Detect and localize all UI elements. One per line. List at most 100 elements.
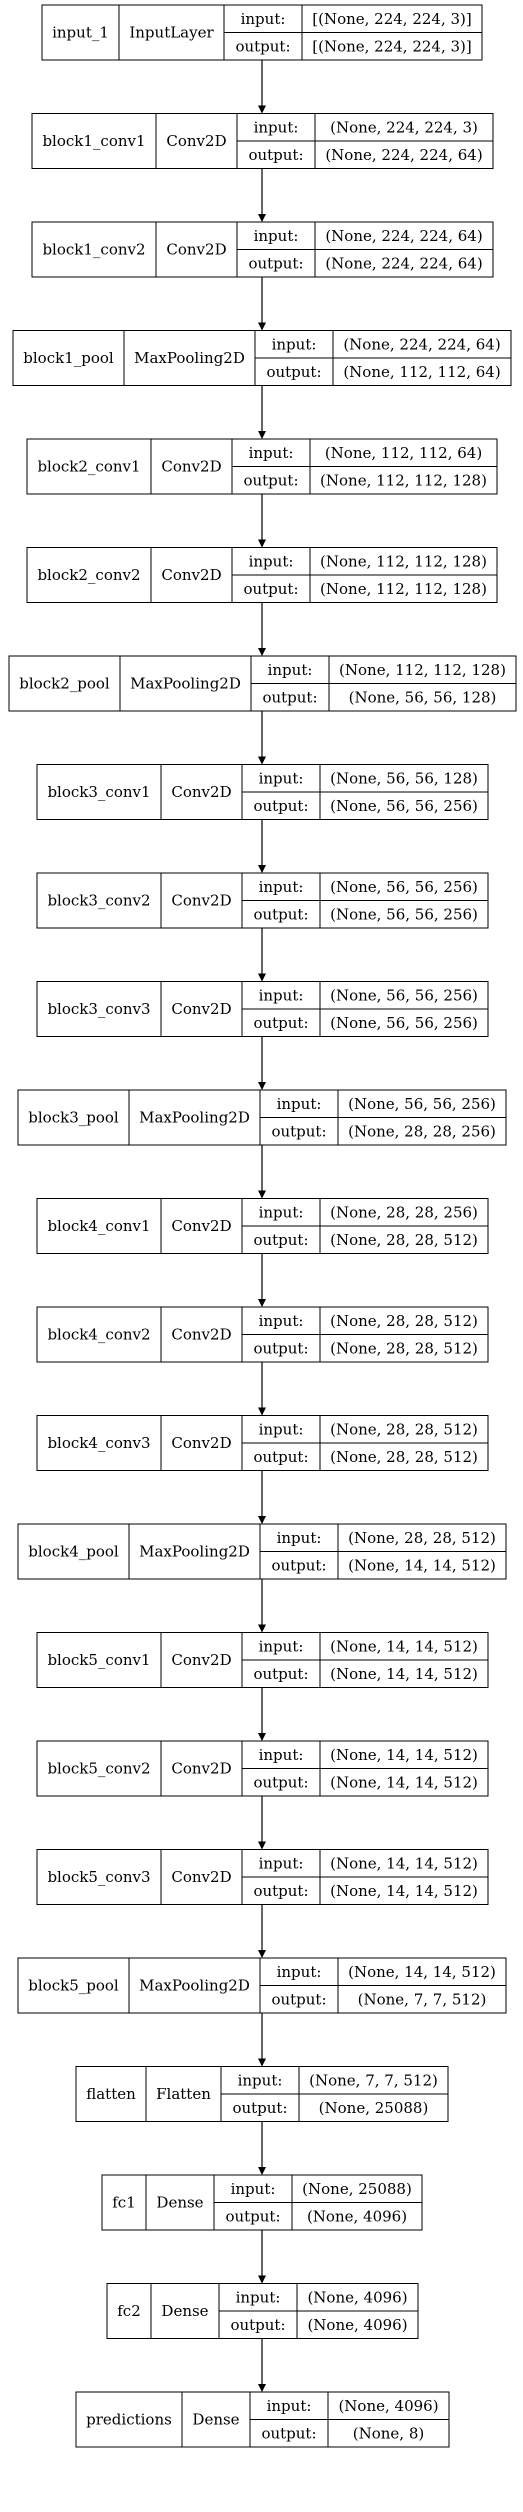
layer-type: Conv2D (171, 1760, 231, 1778)
output-label: output: (248, 254, 303, 272)
layer-type: MaxPooling2D (139, 1977, 250, 1995)
nodes-layer: input_1 InputLayer input: output: [(None, 22… (8, 4, 517, 2448)
input-shape: (None, 112, 112, 64) (325, 444, 482, 462)
layer-name: flatten (86, 2085, 136, 2103)
input-label: input: (236, 2288, 281, 2306)
layer-name: block1_pool (23, 349, 114, 367)
layer-name: block5_conv2 (47, 1760, 150, 1778)
layer-type: MaxPooling2D (130, 675, 241, 693)
output-shape: (None, 56, 56, 128) (349, 688, 497, 706)
input-shape: (None, 112, 112, 128) (320, 552, 487, 570)
output-shape: (None, 224, 224, 64) (325, 254, 482, 272)
input-label: input: (268, 661, 313, 679)
layer-node-block3-conv3: block3_conv3 Conv2D input: output: (None, 56… (36, 981, 489, 1037)
input-label: input: (267, 2397, 312, 2415)
layer-node-block1-conv2: block1_conv2 Conv2D input: output: (None, 22… (31, 221, 494, 278)
input-label: input: (238, 2071, 283, 2089)
input-shape: (None, 14, 14, 512) (330, 1637, 478, 1655)
input-label: input: (254, 118, 299, 136)
input-label: input: (259, 986, 304, 1004)
input-shape: (None, 224, 224, 64) (325, 227, 482, 245)
layer-node-block3-conv2: block3_conv2 Conv2D input: output: (None, 56… (36, 872, 489, 929)
layer-node-flatten: flatten Flatten input: output: (None, 7, 7, … (75, 2066, 449, 2122)
output-label: output: (271, 1990, 326, 2008)
layer-node-block4-conv2: block4_conv2 Conv2D input: output: (None, 28… (36, 1306, 489, 1363)
output-label: output: (271, 1556, 326, 1574)
layer-type: MaxPooling2D (139, 1109, 250, 1127)
layer-node-block2-conv2: block2_conv2 Conv2D input: output: (None, 11… (26, 547, 498, 603)
input-label: input: (254, 227, 299, 245)
output-label: output: (262, 688, 317, 706)
output-label: output: (253, 905, 308, 923)
input-shape: (None, 56, 56, 256) (330, 878, 478, 896)
layer-name: block5_conv3 (47, 1868, 150, 1886)
output-shape: (None, 25088) (319, 2099, 429, 2117)
layer-name: block3_conv1 (47, 783, 150, 801)
output-shape: (None, 4096) (307, 2207, 407, 2225)
output-shape: (None, 28, 28, 512) (330, 1231, 478, 1249)
layer-node-block2-pool: block2_pool MaxPooling2D input: output: (Non… (8, 655, 517, 712)
output-label: output: (232, 2099, 287, 2117)
input-label: input: (277, 1529, 322, 1547)
output-label: output: (243, 580, 298, 598)
input-shape: (None, 224, 224, 3) (330, 118, 478, 136)
input-label: input: (259, 878, 304, 896)
layer-name: block2_conv2 (37, 566, 140, 584)
layer-node-fc2: fc2 Dense input: output: (None, 4096) (None, … (106, 2283, 419, 2339)
input-shape: (None, 14, 14, 512) (330, 1854, 478, 1872)
input-shape: (None, 56, 56, 256) (348, 1095, 496, 1113)
output-shape: (None, 112, 112, 128) (320, 471, 487, 489)
layer-type: Conv2D (171, 1651, 231, 1669)
output-shape: (None, 28, 28, 512) (330, 1448, 478, 1466)
layer-type: Conv2D (171, 1000, 231, 1018)
layer-type: Conv2D (171, 783, 231, 801)
input-label: input: (259, 1420, 304, 1438)
layer-name: block3_pool (28, 1109, 119, 1127)
layer-name: input_1 (52, 24, 109, 42)
layer-name: fc2 (117, 2302, 141, 2320)
input-shape: (None, 112, 112, 128) (339, 661, 506, 679)
layer-name: block5_pool (28, 1977, 119, 1995)
output-label: output: (266, 363, 321, 381)
output-shape: (None, 112, 112, 64) (343, 363, 500, 381)
output-label: output: (235, 37, 290, 55)
output-shape: (None, 56, 56, 256) (330, 1014, 478, 1032)
layer-node-block5-conv3: block5_conv3 Conv2D input: output: (None, 14… (36, 1849, 489, 1905)
layer-node-block4-conv1: block4_conv1 Conv2D input: output: (None, 28… (36, 1198, 489, 1254)
layer-node-block5-conv2: block5_conv2 Conv2D input: output: (None, 14… (36, 1740, 489, 1797)
output-label: output: (253, 1773, 308, 1791)
layer-node-predictions: predictions Dense input: output: (None, 4096… (75, 2391, 450, 2448)
output-shape: (None, 14, 14, 512) (330, 1665, 478, 1683)
output-label: output: (225, 2207, 280, 2225)
layer-type: Conv2D (161, 458, 221, 476)
layer-type: Dense (161, 2302, 208, 2320)
layer-node-block3-pool: block3_pool MaxPooling2D input: output: (Non… (17, 1089, 507, 1146)
layer-name: predictions (86, 2411, 172, 2429)
input-shape: (None, 4096) (338, 2397, 438, 2415)
input-shape: (None, 25088) (302, 2180, 412, 2198)
input-shape: (None, 28, 28, 512) (348, 1529, 496, 1547)
layer-type: MaxPooling2D (134, 349, 245, 367)
layer-type: MaxPooling2D (139, 1543, 250, 1561)
output-label: output: (253, 1665, 308, 1683)
input-shape: (None, 56, 56, 128) (330, 769, 478, 787)
layer-name: block2_conv1 (37, 458, 140, 476)
layer-name: block3_conv3 (47, 1000, 150, 1018)
input-label: input: (259, 1637, 304, 1655)
output-shape: [(None, 224, 224, 3)] (312, 37, 472, 55)
layer-type: Dense (192, 2411, 239, 2429)
layer-type: Conv2D (161, 566, 221, 584)
output-shape: (None, 7, 7, 512) (358, 1990, 487, 2008)
output-label: output: (253, 1882, 308, 1900)
layer-type: Flatten (156, 2085, 211, 2103)
output-shape: (None, 14, 14, 512) (330, 1882, 478, 1900)
input-label: input: (277, 1095, 322, 1113)
output-shape: (None, 56, 56, 256) (330, 905, 478, 923)
layer-node-block3-conv1: block3_conv1 Conv2D input: output: (None, 56… (36, 764, 489, 820)
layer-node-input-1: input_1 InputLayer input: output: [(None, 22… (41, 4, 483, 61)
output-shape: (None, 8) (353, 2424, 424, 2442)
output-label: output: (230, 2316, 285, 2334)
layer-node-block1-pool: block1_pool MaxPooling2D input: output: (Non… (12, 330, 512, 386)
layer-name: block3_conv2 (47, 892, 150, 910)
